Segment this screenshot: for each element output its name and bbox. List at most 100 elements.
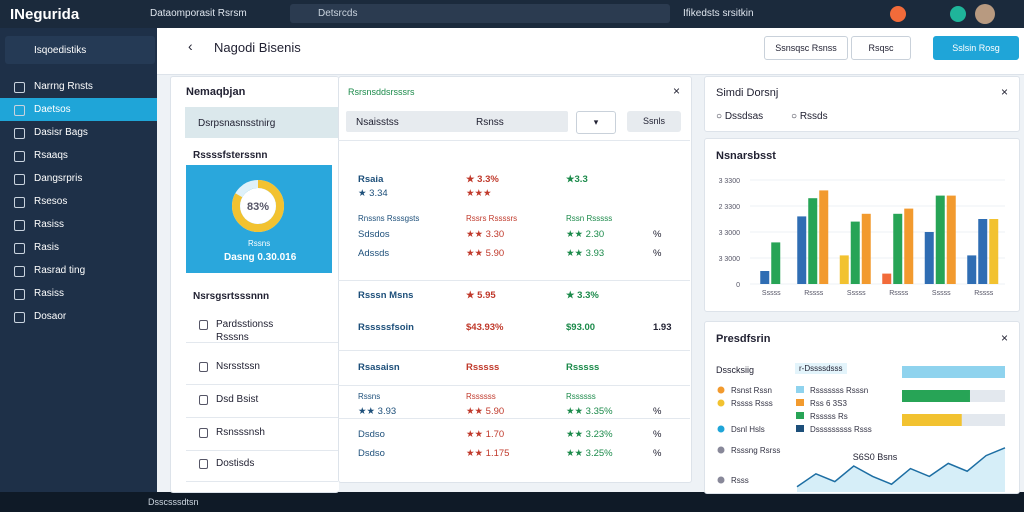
- option-label: Dssdsas: [724, 111, 764, 122]
- nav-item[interactable]: Rasiss: [34, 219, 65, 230]
- donut-arc: [232, 180, 284, 232]
- table-cell: ★★ 3.23%: [566, 429, 613, 440]
- sidebar-title: Isqoedistiks: [34, 45, 87, 56]
- table-cell: ★★ 1.70: [466, 429, 505, 440]
- primary-button[interactable]: Sslsin Rosg: [933, 36, 1019, 60]
- y-tick-label: 3 3300: [719, 178, 741, 185]
- list-item[interactable]: Nsrsstssn: [216, 361, 260, 372]
- legend-dot: [717, 399, 725, 407]
- tab-text: Dsrpsnasnsstnirg: [198, 118, 276, 129]
- close[interactable]: ×: [1001, 331, 1009, 345]
- nav-icon: [14, 128, 25, 139]
- table-cell: Rssssss: [466, 392, 496, 401]
- filter-card: [704, 76, 1020, 132]
- avatar[interactable]: [975, 4, 995, 24]
- workspace[interactable]: Dataomporasit Rsrsm: [150, 8, 247, 19]
- option[interactable]: ○ Dssdsas: [716, 111, 764, 122]
- bar: [946, 195, 956, 284]
- table-cell: %: [653, 406, 662, 417]
- charts: 0 3 3000 3 3000 2 3300 3 3300 Sssss Rssss Sssss…: [717, 178, 1006, 492]
- list-item[interactable]: Dostisds: [216, 458, 255, 469]
- card-title: Nsnarsbsst: [716, 150, 776, 162]
- divider: [186, 342, 338, 343]
- nav-item[interactable]: Rsaaqs: [34, 150, 68, 161]
- table-cell: ★★ 1.175: [466, 448, 510, 459]
- dropdown[interactable]: ▾: [576, 111, 616, 134]
- icons: [950, 6, 966, 22]
- table-cell: ★★ 3.35%: [566, 406, 613, 417]
- filter-text: Rsnss: [476, 117, 504, 128]
- nav-icon: [14, 243, 25, 254]
- x-tick-label: Sssss: [762, 290, 781, 297]
- nav-item[interactable]: Dangsrpris: [34, 173, 83, 184]
- divider: [186, 384, 338, 385]
- search[interactable]: [290, 4, 670, 23]
- table-cell: ★★ 3.93: [358, 406, 397, 417]
- legend-swatch: [796, 412, 804, 419]
- close[interactable]: ×: [673, 84, 681, 98]
- x-tick-label: Rssss: [974, 290, 994, 297]
- nav-icon: [14, 151, 25, 162]
- nav-item[interactable]: Rasiss: [34, 288, 65, 299]
- icons: [890, 6, 906, 22]
- y-tick-label: 3 3000: [719, 230, 741, 237]
- table-title: Rsrsnsddsrsssrs: [348, 87, 415, 97]
- bar: [771, 242, 781, 284]
- legend-label: Rsssss Rs: [810, 412, 848, 421]
- kpi-value: Dasng 0.30.016: [224, 252, 297, 263]
- table-cell: Rsasaisn: [358, 362, 400, 373]
- nav-icon: [14, 82, 25, 93]
- legend-label: Rsssng Rsrss: [731, 446, 780, 455]
- bar: [935, 195, 945, 284]
- x-tick-label: Rssss: [804, 290, 824, 297]
- y-tick-label: 3 3000: [719, 256, 741, 263]
- table-cell: %: [653, 429, 662, 440]
- divider: [338, 418, 690, 419]
- sidebar-header: [5, 36, 155, 64]
- bar: [967, 255, 977, 284]
- tab[interactable]: [185, 107, 338, 138]
- legend-swatch: [796, 386, 804, 393]
- list-icon: [199, 395, 208, 405]
- list-icon: [199, 459, 208, 469]
- nav-item[interactable]: Dasisr Bags: [34, 127, 88, 138]
- bar: [989, 219, 999, 284]
- search-text: Detsrcds: [318, 8, 358, 19]
- taskbar: [0, 492, 1024, 512]
- list-item[interactable]: Rsnsssnsh: [216, 427, 265, 438]
- divider: [338, 350, 690, 351]
- taskbar-app[interactable]: Dsscsssdtsn: [148, 497, 199, 507]
- button[interactable]: Rsqsc: [851, 36, 911, 60]
- table-cell: Rssn Rsssss: [566, 214, 613, 223]
- legend-label: Rssss Rsss: [731, 399, 773, 408]
- nav-item[interactable]: Rasis: [34, 242, 60, 253]
- nav-item[interactable]: Rsesos: [34, 196, 68, 207]
- close[interactable]: ×: [1001, 85, 1009, 99]
- back[interactable]: ‹: [188, 38, 193, 54]
- donut: 83%: [232, 180, 284, 232]
- donut-label: 83%: [247, 201, 269, 213]
- option[interactable]: ○ Rssds: [791, 111, 828, 122]
- button[interactable]: Ssnsqsc Rsnss: [764, 36, 848, 60]
- table-cell: %: [653, 229, 662, 240]
- table-cell: ★ 3.3%: [466, 174, 499, 185]
- table-cell: ★ 5.95: [466, 290, 496, 301]
- table-cell: Rsssssfsoin: [358, 322, 414, 333]
- nav-item[interactable]: Dosaor: [34, 311, 67, 322]
- bar: [797, 216, 807, 284]
- table-cell: %: [653, 248, 662, 259]
- filter[interactable]: [346, 111, 568, 132]
- progress-card: [704, 321, 1020, 494]
- button[interactable]: Ssnls: [627, 111, 681, 132]
- account[interactable]: Ifikedsts srsitkin: [683, 8, 754, 19]
- table-cell: ★3.3: [566, 174, 588, 185]
- list-item[interactable]: Pardsstionss Rsssns: [216, 319, 274, 343]
- list-item[interactable]: Dsd Bsist: [216, 394, 259, 405]
- nav-item[interactable]: Narrng Rnsts: [34, 81, 93, 92]
- nav-item[interactable]: Daetsos: [34, 104, 71, 115]
- chip: r-Dssssdsss: [795, 363, 847, 374]
- divider: [186, 481, 338, 482]
- nav-item[interactable]: Rasrad ting: [34, 265, 86, 276]
- list-icon: [199, 362, 208, 372]
